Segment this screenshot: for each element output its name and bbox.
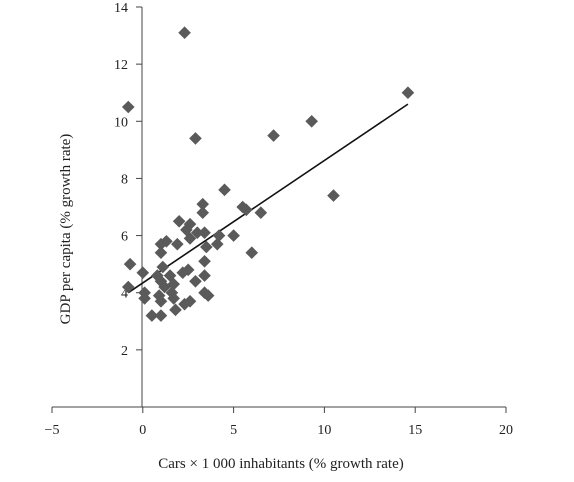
data-point (189, 132, 202, 145)
data-point (327, 189, 340, 202)
data-point (154, 237, 168, 251)
data-point (152, 289, 166, 302)
data-point (167, 292, 180, 305)
data-point (198, 254, 211, 268)
y-tick-label: 10 (114, 115, 128, 130)
data-point (183, 232, 197, 245)
data-point (196, 197, 210, 211)
data-point (198, 226, 211, 240)
data-point (160, 234, 173, 248)
y-tick-label: 2 (121, 344, 128, 359)
trendline-group (127, 103, 409, 294)
data-point (154, 294, 168, 308)
data-point (196, 206, 210, 220)
data-point (121, 280, 135, 294)
y-axis-title: GDP per capita (% growth rate) (58, 134, 74, 325)
x-axis-title: Cars × 1 000 inhabitants (% growth rate) (158, 456, 404, 472)
data-point (178, 26, 191, 40)
data-point (240, 203, 253, 217)
data-point (158, 280, 171, 294)
data-point (245, 246, 259, 260)
axes: −5 0 5 10 15 20 2 4 6 8 10 12 14 (45, 1, 513, 438)
data-point (123, 257, 137, 271)
data-point (145, 309, 159, 322)
data-point (401, 86, 415, 100)
data-point (210, 237, 224, 251)
data-point (171, 237, 184, 251)
data-point (167, 277, 180, 291)
x-tick-label: 15 (408, 423, 422, 438)
y-tick-label: 8 (121, 172, 128, 187)
data-point (154, 274, 168, 288)
data-point (176, 266, 190, 280)
data-point (254, 206, 268, 220)
data-point (201, 289, 215, 302)
y-tick-label: 14 (114, 1, 128, 16)
data-point (305, 114, 318, 128)
data-points (121, 26, 415, 322)
data-point (163, 269, 177, 282)
data-point (267, 129, 280, 142)
data-point (212, 229, 226, 242)
data-point (172, 214, 186, 228)
x-tick-label: 10 (317, 423, 331, 438)
x-tick-label: 5 (230, 423, 237, 438)
data-point (154, 246, 168, 260)
x-tick-label: 0 (139, 423, 146, 438)
x-tick-label: −5 (45, 423, 60, 438)
data-point (165, 286, 179, 300)
data-point (181, 263, 195, 277)
data-point (138, 292, 151, 305)
data-point (227, 229, 240, 242)
data-point (190, 226, 204, 240)
data-point (121, 100, 135, 114)
y-tick-label: 4 (121, 287, 128, 302)
data-point (189, 274, 202, 288)
y-tick-label: 12 (114, 58, 128, 73)
data-point (154, 309, 168, 322)
data-point (169, 303, 182, 317)
x-tick-label: 20 (499, 423, 513, 438)
trendline (127, 103, 409, 294)
data-point (200, 240, 213, 254)
data-point (156, 260, 170, 274)
data-point (178, 297, 191, 311)
y-tick-label: 6 (121, 230, 128, 245)
data-point (183, 294, 197, 308)
data-point (198, 269, 211, 282)
data-point (136, 266, 150, 280)
data-point (218, 183, 231, 197)
